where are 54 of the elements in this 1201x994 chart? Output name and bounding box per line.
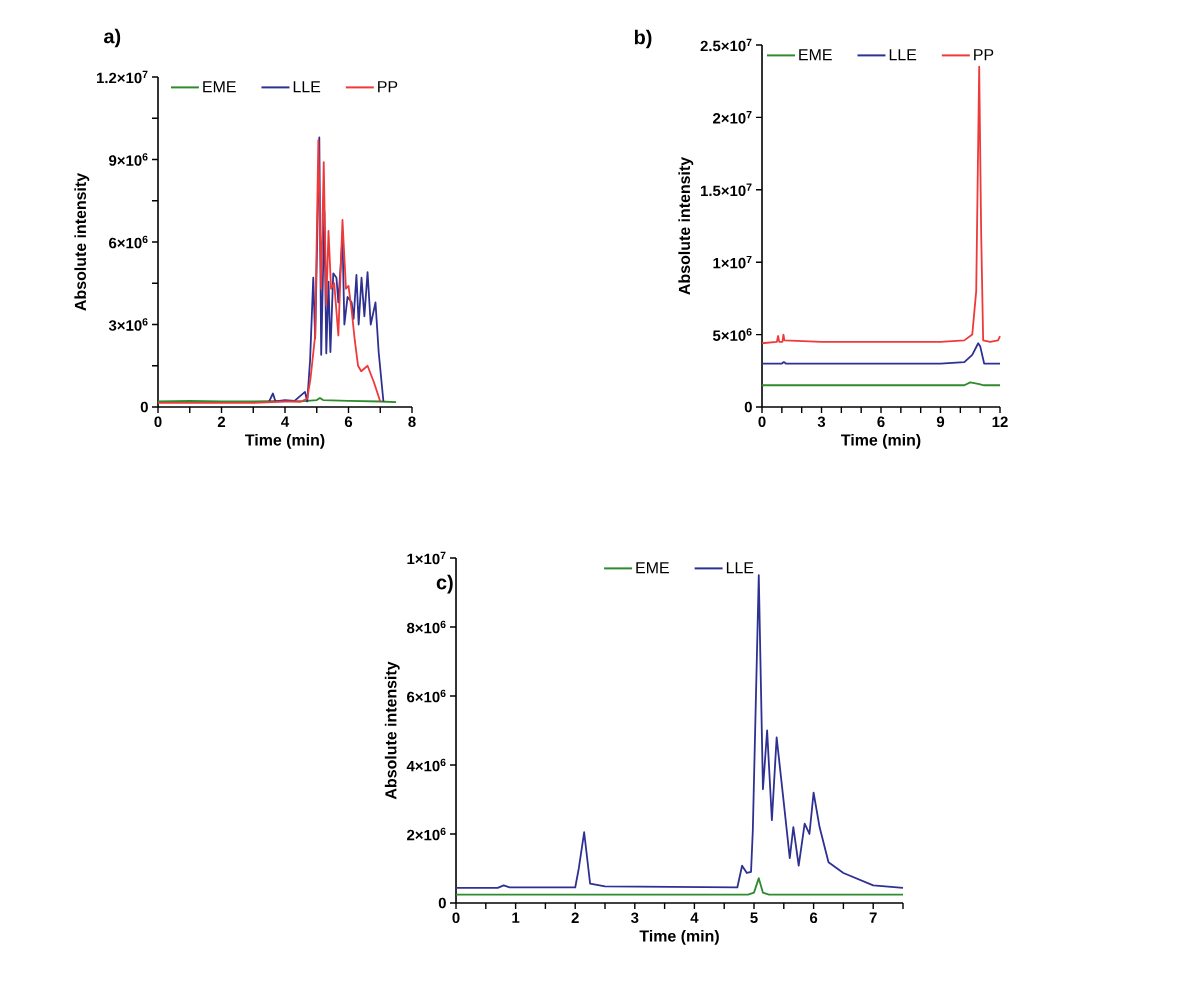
- x-tick-label: 1: [512, 912, 520, 923]
- y-tick-label: 2×10$^{7}$: [713, 111, 752, 124]
- y-tick-label: 4×10$^{6}$: [406, 758, 446, 772]
- y-tick-label: 1.2×10$^{7}$: [96, 70, 148, 84]
- x-axis-title: Time (min): [841, 433, 921, 449]
- x-tick-label: 12: [992, 416, 1008, 427]
- y-tick-label: 0: [438, 897, 446, 909]
- text: c): [436, 574, 453, 594]
- line-series: [268, 136, 385, 403]
- legend-label: EME: [799, 49, 832, 61]
- y-tick-label: 5×10$^{6}$: [712, 328, 752, 341]
- x-tick-label: 6: [344, 416, 353, 428]
- x-tick-label: 2: [217, 416, 226, 427]
- y-tick-label: 0: [744, 401, 752, 413]
- legend-label: LLE: [726, 562, 754, 574]
- x-tick-label: 2: [571, 912, 579, 923]
- x-axis-title: Time (min): [639, 929, 719, 945]
- x-axis-title: Time (min): [245, 433, 325, 449]
- y-tick-label: 8×10$^{6}$: [406, 620, 446, 634]
- y-tick-label: 2.5×10$^{7}$: [700, 38, 752, 52]
- y-axis-title: Absolute intensity: [678, 156, 694, 295]
- x-tick-label: 3: [631, 912, 639, 924]
- x-tick-label: 8: [408, 416, 416, 428]
- y-tick-label: 6×10$^{6}$: [407, 689, 446, 703]
- y-tick-label: 3×10$^{6}$: [108, 318, 148, 331]
- legend-label: PP: [378, 81, 398, 93]
- legend-label: PP: [974, 49, 994, 61]
- y-tick-label: 1×10$^{7}$: [713, 255, 752, 269]
- y-tick-label: 1×10$^{7}$: [407, 551, 446, 565]
- legend-label: EME: [636, 562, 669, 574]
- y-tick-label: 0: [140, 401, 148, 413]
- x-tick-label: 9: [936, 416, 945, 428]
- x-tick-label: 4: [281, 416, 290, 427]
- x-tick-label: 6: [877, 416, 885, 428]
- x-tick-label: 7: [869, 912, 877, 923]
- chart-title: b): [634, 29, 652, 49]
- y-tick-label: 1.5×10$^{7}$: [700, 183, 752, 197]
- x-tick-label: 0: [154, 416, 162, 428]
- y-axis-title: Absolute intensity: [384, 661, 400, 800]
- y-tick-label: 6×10$^{6}$: [109, 235, 148, 249]
- y-tick-label: 9×10$^{6}$: [109, 153, 148, 166]
- legend-label: LLE: [293, 81, 321, 93]
- line-series: [455, 574, 904, 889]
- y-axis-title: Absolute intensity: [74, 172, 90, 311]
- legend-label: EME: [203, 81, 236, 93]
- legend-label: LLE: [889, 49, 917, 61]
- x-tick-label: 6: [810, 912, 818, 924]
- y-tick-label: 2×10$^{6}$: [407, 827, 446, 841]
- x-tick-label: 4: [690, 912, 699, 923]
- x-tick-label: 5: [750, 912, 758, 923]
- chart-title: a): [104, 28, 121, 48]
- x-tick-label: 0: [452, 912, 460, 924]
- x-tick-label: 3: [817, 416, 826, 428]
- x-tick-label: 0: [758, 416, 766, 428]
